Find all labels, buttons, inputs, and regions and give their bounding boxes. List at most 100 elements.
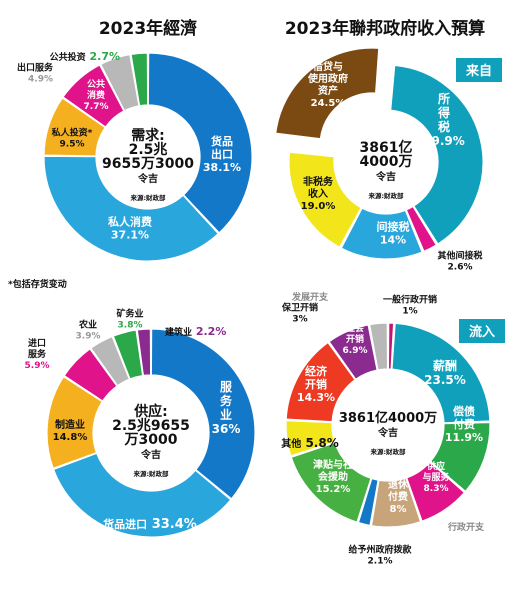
- slice-name: 务: [220, 393, 233, 408]
- slice-1-0: [390, 64, 484, 245]
- center-line: 2.5兆: [129, 142, 168, 158]
- slice-value: 39.9%: [423, 134, 465, 148]
- slice-name: 付费: [388, 490, 408, 503]
- slice-value: 6.9%: [343, 346, 368, 356]
- slice-name: 货品进口 33.4%: [102, 517, 197, 532]
- slice-name: 业: [220, 407, 232, 422]
- slice-value: 11.9%: [445, 431, 483, 444]
- slice-label: 发展开支: [291, 291, 329, 303]
- slice-2-4: [90, 335, 131, 387]
- slice-name: 资产: [318, 84, 338, 97]
- slice-value: 2.6%: [448, 263, 473, 273]
- slice-3-6: [357, 477, 379, 527]
- slice-name: 出口服务: [17, 62, 54, 74]
- slice-name: 非税务: [303, 175, 334, 188]
- slice-name: 与服务: [422, 471, 450, 483]
- slice-name: 发展开支: [291, 291, 329, 303]
- slice-value: 8%: [390, 504, 407, 515]
- direction-badge: 来自: [454, 56, 504, 84]
- slice-2-2: [46, 375, 104, 470]
- slice-name: 使用政府: [307, 72, 348, 85]
- slice-2-6: [136, 328, 152, 377]
- slice-name: 制造业: [55, 418, 85, 431]
- slice-name: 开销: [305, 377, 327, 391]
- slice-0-3: [62, 64, 125, 128]
- slice-3-3: [405, 461, 466, 522]
- slice-1-2: [340, 207, 423, 260]
- slice-name: 保卫开销: [281, 302, 318, 314]
- slice-value: 36%: [212, 422, 241, 436]
- slice-name: 服务: [28, 348, 47, 360]
- center-line: 供应:: [133, 403, 168, 420]
- slice-name: 薪酬: [433, 358, 457, 373]
- slice-value: 37.1%: [111, 229, 149, 242]
- slice-label: 行政开支: [447, 521, 485, 533]
- slice-name: 借贷与: [312, 60, 343, 73]
- badge-label: 来自: [465, 63, 492, 79]
- slice-name: 货品: [210, 134, 233, 148]
- slice-name: 所: [438, 91, 450, 106]
- center-line: 4000万: [360, 154, 413, 170]
- slice-name: 开销: [346, 333, 364, 345]
- center-line: 万3000: [124, 432, 178, 448]
- slice-name: 税: [438, 119, 450, 134]
- slice-name: 偿债: [453, 404, 475, 418]
- slice-value: 38.1%: [203, 161, 241, 174]
- slice-name: 给予州政府拨款: [348, 544, 412, 556]
- slice-1-3: [288, 151, 362, 249]
- slice-name: 一般行政开销: [383, 294, 437, 306]
- slice-3-1: [391, 322, 491, 424]
- slice-1-1: [405, 205, 438, 253]
- slice-name: 退休: [388, 478, 409, 491]
- slice-name: 服: [220, 379, 233, 394]
- slice-3-11: [368, 322, 389, 371]
- slice-name: 消费: [87, 89, 105, 101]
- slice-value: 3%: [292, 315, 307, 325]
- slice-3-7: [290, 441, 372, 523]
- slice-0-4: [99, 53, 140, 112]
- slice-value: 5.9%: [25, 361, 50, 371]
- slice-label: 货品进口 33.4%: [102, 517, 197, 532]
- center-line: 3861亿: [360, 139, 413, 156]
- slice-name: 会援助: [318, 470, 348, 483]
- slice-name: 私人投资*: [51, 127, 93, 139]
- slice-2-0: [150, 328, 256, 500]
- slice-3-5: [370, 477, 422, 528]
- slice-1-4: [275, 47, 380, 140]
- slice-value: 9.5%: [60, 140, 85, 150]
- slice-name: 得: [437, 105, 450, 120]
- expenditure-donut-chart: 3861亿4000万令吉来源:财政部一般行政开销1%薪酬23.5%偿债付费11.…: [281, 291, 507, 567]
- slice-label: 建筑业 2.2%: [165, 325, 226, 338]
- center-line: 令吉: [140, 448, 161, 461]
- slice-value: 23.5%: [424, 373, 466, 387]
- slice-value: 14%: [380, 234, 406, 247]
- center-line: 需求:: [131, 127, 165, 144]
- slice-2-5: [112, 329, 144, 380]
- slice-3-0: [387, 322, 395, 370]
- slice-3-9: [285, 341, 356, 423]
- badge-label: 流入: [469, 324, 495, 340]
- slice-value: 1%: [402, 307, 417, 317]
- slice-name: 公共投资 2.7%: [50, 50, 120, 63]
